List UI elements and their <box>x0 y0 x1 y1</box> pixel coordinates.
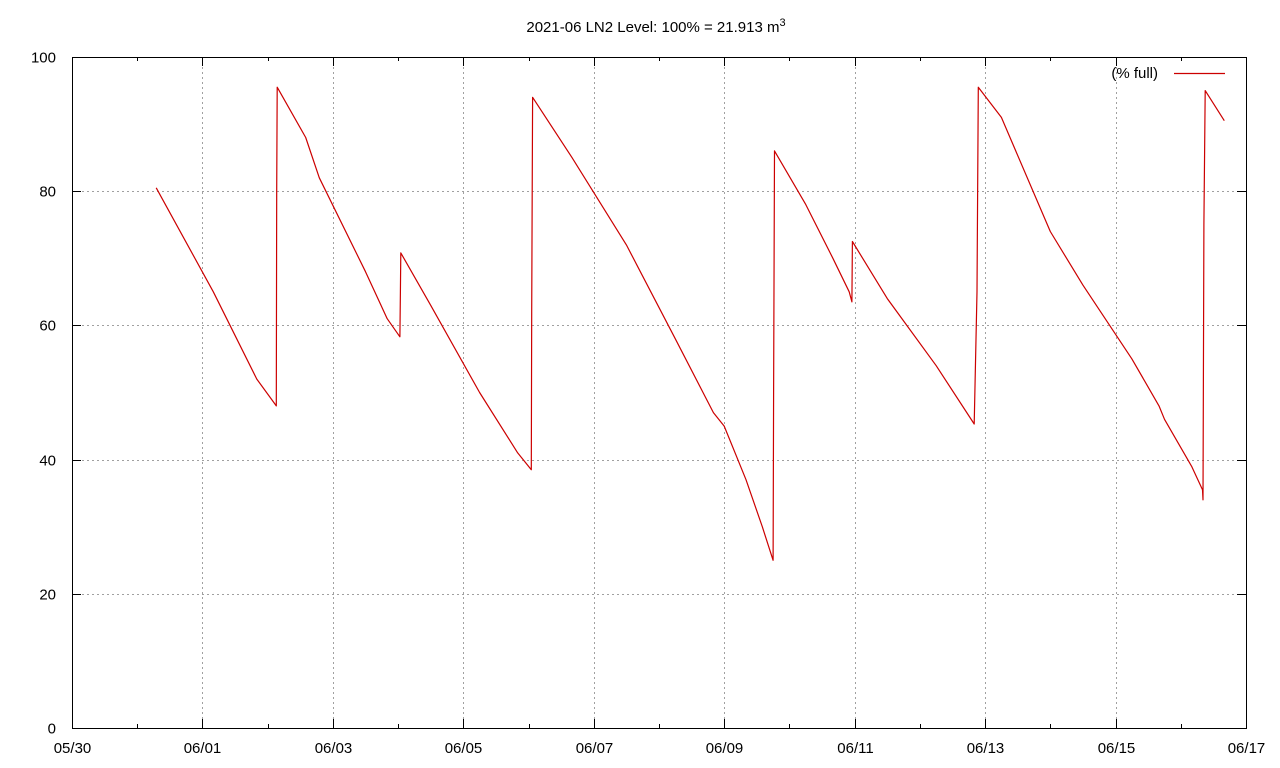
y-tick-label: 60 <box>39 318 56 335</box>
series-layer <box>155 86 1225 561</box>
x-tick-label: 05/30 <box>54 740 92 757</box>
x-tick-label: 06/11 <box>837 740 873 757</box>
chart-title-superscript: 3 <box>779 17 785 29</box>
y-tick-label: 80 <box>39 184 56 201</box>
x-tick-label: 06/07 <box>576 740 614 757</box>
legend: (% full) <box>1111 65 1225 82</box>
series-line <box>155 86 1225 561</box>
grid-layer <box>72 57 1246 728</box>
x-tick-label: 06/15 <box>1098 740 1136 757</box>
y-tick-label: 20 <box>39 587 56 604</box>
x-tick-label: 06/09 <box>706 740 744 757</box>
legend-label: (% full) <box>1111 65 1158 82</box>
tick-layer: 0 20 40 60 80 100 05/30 06/01 06/03 06/05 06/07 06/… <box>31 50 1265 758</box>
y-tick-label: 40 <box>39 453 56 470</box>
x-tick-label: 06/13 <box>967 740 1005 757</box>
chart-title-text: 2021-06 LN2 Level: 100% = 21.913 m <box>526 19 779 36</box>
chart-title: 2021-06 LN2 Level: 100% = 21.913 m3 <box>526 17 785 36</box>
x-tick-label: 06/17 <box>1228 740 1266 757</box>
x-tick-label: 06/01 <box>184 740 222 757</box>
x-tick-label: 06/05 <box>445 740 483 757</box>
y-tick-label: 0 <box>48 721 56 738</box>
x-tick-label: 06/03 <box>315 740 353 757</box>
plot-frame <box>72 57 1247 729</box>
y-tick-label: 100 <box>31 50 56 67</box>
